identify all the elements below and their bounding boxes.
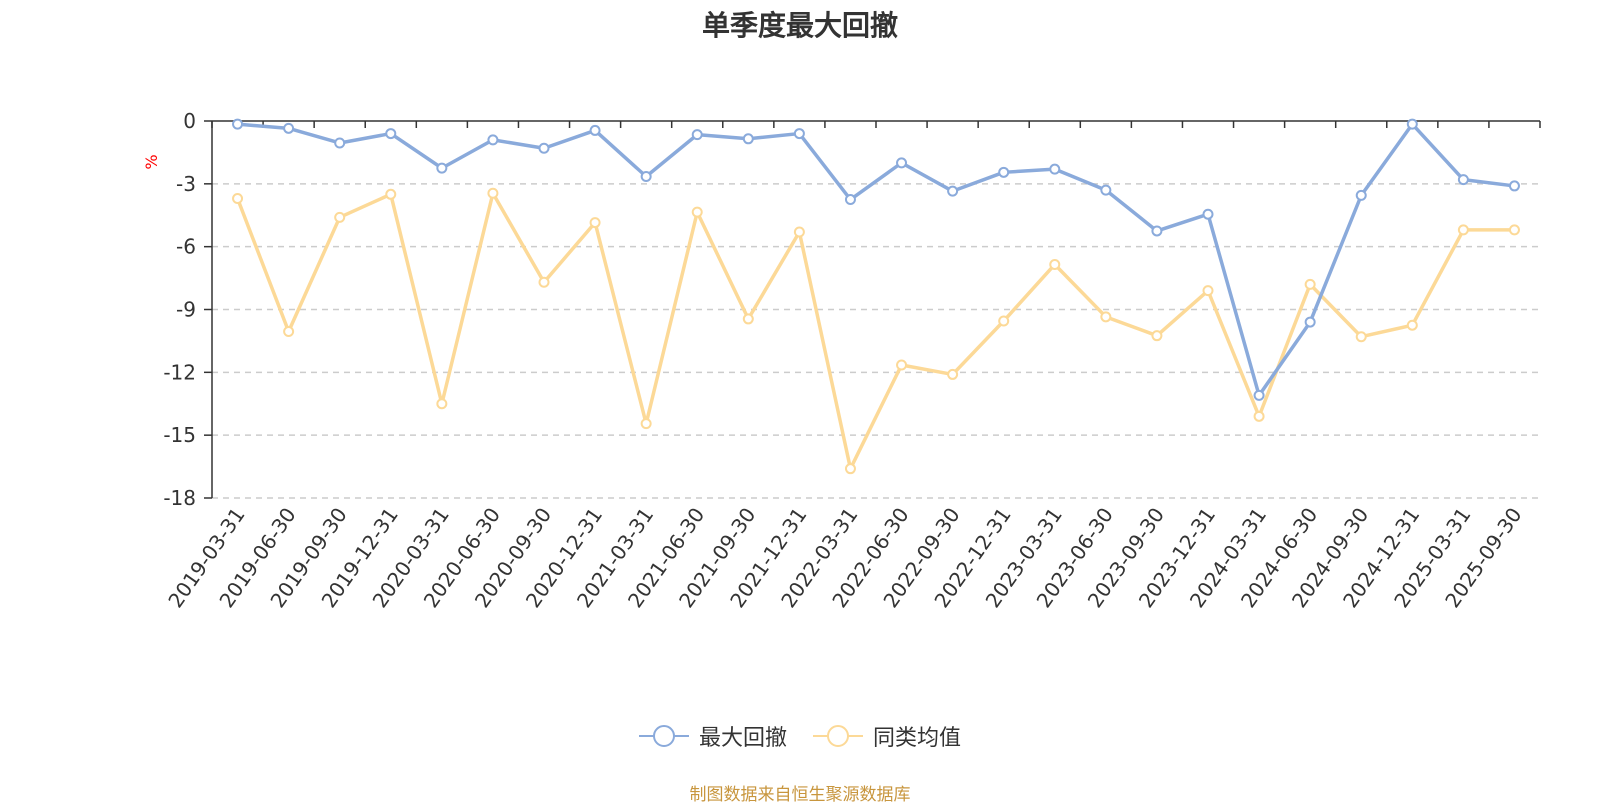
data-point-series-1 bbox=[1457, 224, 1469, 236]
data-point-series-0 bbox=[1508, 180, 1520, 192]
data-point-series-1 bbox=[896, 359, 908, 371]
data-point-series-0 bbox=[640, 171, 652, 183]
data-point-series-1 bbox=[1304, 278, 1316, 290]
data-point-series-1 bbox=[1151, 330, 1163, 342]
data-point-series-0 bbox=[334, 137, 346, 149]
legend-marker-series-1 bbox=[813, 725, 863, 747]
data-point-series-0 bbox=[385, 128, 397, 140]
data-point-series-0 bbox=[1457, 174, 1469, 186]
data-point-series-1 bbox=[1202, 285, 1214, 297]
grid-lines bbox=[212, 183, 1540, 499]
data-point-series-1 bbox=[1508, 224, 1520, 236]
data-point-series-1 bbox=[640, 418, 652, 430]
series-line-0 bbox=[237, 122, 1515, 398]
data-point-series-1 bbox=[1049, 258, 1061, 270]
data-point-series-0 bbox=[283, 122, 295, 134]
data-point-series-1 bbox=[334, 211, 346, 223]
data-point-series-1 bbox=[232, 192, 244, 204]
legend-item-series-0[interactable]: 最大回撤 bbox=[638, 720, 787, 752]
data-point-series-0 bbox=[691, 129, 703, 141]
data-point-series-0 bbox=[1100, 184, 1112, 196]
data-point-series-0 bbox=[793, 128, 805, 140]
data-point-series-1 bbox=[998, 315, 1010, 327]
data-point-series-0 bbox=[1304, 316, 1316, 328]
data-point-series-0 bbox=[1355, 189, 1367, 201]
data-point-series-0 bbox=[896, 157, 908, 169]
legend-marker-series-0 bbox=[638, 725, 689, 747]
data-point-series-1 bbox=[1406, 319, 1418, 331]
data-point-series-1 bbox=[385, 188, 397, 200]
data-point-series-1 bbox=[283, 325, 295, 337]
data-point-series-0 bbox=[742, 133, 754, 145]
data-point-series-1 bbox=[589, 217, 601, 229]
source-note: 制图数据来自恒生聚源数据库 bbox=[689, 785, 911, 805]
series-line-1 bbox=[235, 191, 1515, 471]
y-tick-label: -9 bbox=[176, 298, 196, 322]
data-point-series-1 bbox=[1253, 410, 1265, 422]
y-tick-label: -6 bbox=[176, 235, 196, 259]
data-point-series-1 bbox=[691, 206, 703, 218]
y-tick-label: -12 bbox=[163, 360, 196, 384]
data-point-series-1 bbox=[538, 276, 550, 288]
data-point-series-0 bbox=[1202, 208, 1214, 220]
series-lines bbox=[232, 118, 1520, 475]
y-axis-label: % bbox=[142, 154, 161, 169]
data-point-series-0 bbox=[998, 166, 1010, 178]
data-point-series-1 bbox=[487, 187, 499, 199]
legend-label-series-0: 最大回撤 bbox=[698, 726, 787, 751]
chart-title: 单季度最大回撤 bbox=[701, 9, 898, 42]
legend-label-series-1: 同类均值 bbox=[873, 726, 962, 751]
data-point-series-1 bbox=[1100, 311, 1112, 323]
y-tick-label: 0 bbox=[183, 109, 196, 133]
data-point-series-0 bbox=[1049, 163, 1061, 175]
data-point-series-1 bbox=[1355, 331, 1367, 343]
data-point-series-0 bbox=[538, 142, 550, 154]
data-point-series-1 bbox=[436, 398, 448, 410]
data-point-series-1 bbox=[947, 368, 959, 380]
legend: 最大回撤 同类均值 bbox=[0, 720, 1600, 752]
legend-item-series-1[interactable]: 同类均值 bbox=[813, 720, 961, 752]
axes bbox=[204, 120, 1541, 499]
y-tick-label: -18 bbox=[163, 486, 196, 510]
data-point-series-0 bbox=[232, 118, 244, 130]
data-point-series-0 bbox=[1406, 118, 1418, 130]
data-point-series-1 bbox=[793, 226, 805, 238]
data-point-series-0 bbox=[947, 185, 959, 197]
data-point-series-0 bbox=[1253, 389, 1265, 401]
y-tick-label: -3 bbox=[176, 172, 196, 196]
data-point-series-1 bbox=[844, 463, 856, 475]
data-point-series-0 bbox=[844, 194, 856, 206]
data-point-series-0 bbox=[487, 134, 499, 146]
y-tick-label: -15 bbox=[163, 423, 196, 447]
data-point-series-0 bbox=[589, 124, 601, 136]
data-point-series-1 bbox=[742, 313, 754, 325]
data-point-series-0 bbox=[436, 162, 448, 174]
data-point-series-0 bbox=[1151, 225, 1163, 237]
